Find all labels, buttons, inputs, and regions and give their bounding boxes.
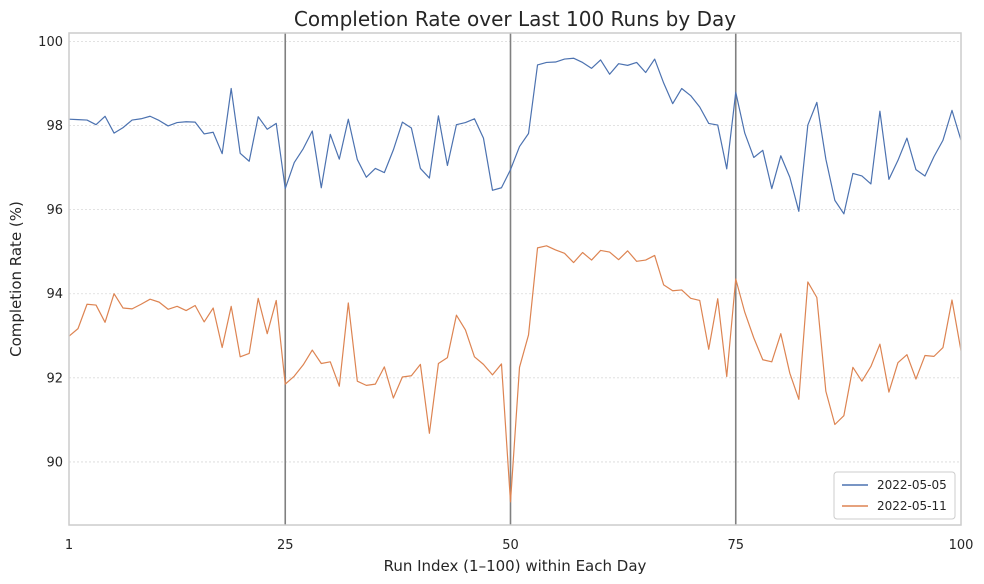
series-line-2 bbox=[68, 245, 962, 503]
x-tick-label: 50 bbox=[502, 538, 519, 553]
legend-label-2: 2022-05-11 bbox=[877, 499, 947, 513]
x-tick-label: 25 bbox=[277, 538, 294, 553]
chart-title: Completion Rate over Last 100 Runs by Da… bbox=[294, 7, 736, 31]
y-axis-label: Completion Rate (%) bbox=[7, 201, 25, 357]
y-tick-label: 96 bbox=[46, 203, 63, 218]
x-tick-label: 1 bbox=[65, 538, 73, 553]
x-axis-ticks: 1 25 50 75 100 bbox=[65, 538, 974, 553]
x-tick-label: 75 bbox=[727, 538, 744, 553]
y-tick-label: 98 bbox=[46, 119, 63, 134]
legend: 2022-05-05 2022-05-11 bbox=[833, 471, 956, 520]
y-tick-label: 90 bbox=[46, 455, 63, 470]
x-axis-label: Run Index (1–100) within Each Day bbox=[384, 557, 647, 575]
y-axis-ticks: 90 92 94 96 98 100 bbox=[38, 35, 63, 471]
x-tick-label: 100 bbox=[949, 538, 974, 553]
plot-frame bbox=[68, 32, 962, 526]
legend-label-1: 2022-05-05 bbox=[877, 478, 947, 492]
legend-box bbox=[833, 471, 956, 520]
y-tick-label: 100 bbox=[38, 35, 63, 50]
series-line-1 bbox=[68, 57, 962, 215]
gridlines bbox=[69, 41, 961, 463]
y-tick-label: 94 bbox=[46, 287, 63, 302]
series-layer bbox=[68, 57, 962, 503]
y-tick-label: 92 bbox=[46, 371, 63, 386]
